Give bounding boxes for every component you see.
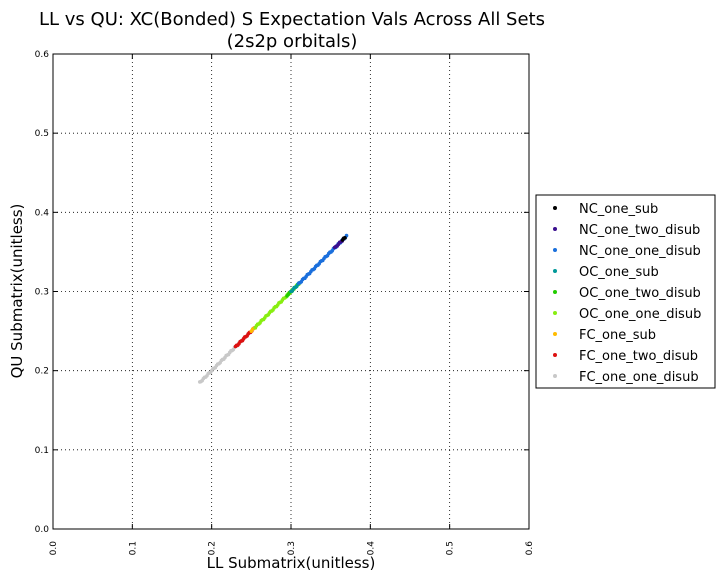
legend-marker bbox=[553, 206, 557, 210]
legend-label: NC_one_two_disub bbox=[579, 223, 700, 238]
legend-label: FC_one_two_disub bbox=[579, 349, 698, 364]
x-tick-label: 0.2 bbox=[208, 541, 218, 555]
legend-marker bbox=[553, 227, 557, 231]
axis-ticks: 0.0 0.1 0.2 0.3 0.4 0.5 0.6 0.0 0.1 0.2 0.3 0.4 0.5 0… bbox=[35, 50, 535, 555]
legend-label: OC_one_two_disub bbox=[579, 286, 701, 301]
legend-label: NC_one_one_disub bbox=[579, 244, 701, 259]
legend-marker bbox=[553, 332, 557, 336]
x-tick-label: 0.5 bbox=[446, 541, 456, 555]
legend-marker bbox=[553, 248, 557, 252]
data-point bbox=[343, 236, 347, 240]
y-tick-label: 0.0 bbox=[35, 525, 50, 535]
legend-label: FC_one_one_disub bbox=[579, 370, 699, 385]
y-tick-label: 0.4 bbox=[35, 208, 50, 218]
x-tick-label: 0.4 bbox=[366, 541, 376, 556]
legend-label: NC_one_sub bbox=[579, 202, 658, 217]
grid bbox=[53, 54, 529, 529]
legend-marker bbox=[553, 269, 557, 273]
legend-label: OC_one_one_disub bbox=[579, 307, 701, 322]
x-tick-label: 0.0 bbox=[49, 541, 59, 556]
y-tick-label: 0.5 bbox=[35, 129, 49, 139]
legend-label: OC_one_sub bbox=[579, 265, 659, 280]
legend-label: FC_one_sub bbox=[579, 328, 656, 343]
legend-marker bbox=[553, 374, 557, 378]
x-tick-label: 0.6 bbox=[525, 541, 535, 556]
legend-box bbox=[535, 194, 716, 389]
chart-title-line2: (2s2p orbitals) bbox=[227, 31, 358, 52]
x-axis-label: LL Submatrix(unitless) bbox=[207, 554, 376, 572]
y-tick-label: 0.3 bbox=[35, 288, 49, 298]
legend-marker bbox=[553, 353, 557, 357]
y-axis-label: QU Submatrix(unitless) bbox=[8, 204, 26, 379]
data-points bbox=[197, 233, 349, 384]
x-tick-label: 0.3 bbox=[287, 541, 297, 555]
x-tick-label: 0.1 bbox=[128, 541, 138, 555]
y-tick-label: 0.1 bbox=[35, 446, 49, 456]
legend-marker bbox=[553, 290, 557, 294]
legend-marker bbox=[553, 311, 557, 315]
y-tick-label: 0.6 bbox=[35, 50, 50, 60]
legend: NC_one_sub NC_one_two_disub NC_one_one_dis… bbox=[535, 194, 716, 389]
y-tick-label: 0.2 bbox=[35, 367, 49, 377]
chart-title-line1: LL vs QU: XC(Bonded) S Expectation Vals … bbox=[39, 9, 545, 30]
